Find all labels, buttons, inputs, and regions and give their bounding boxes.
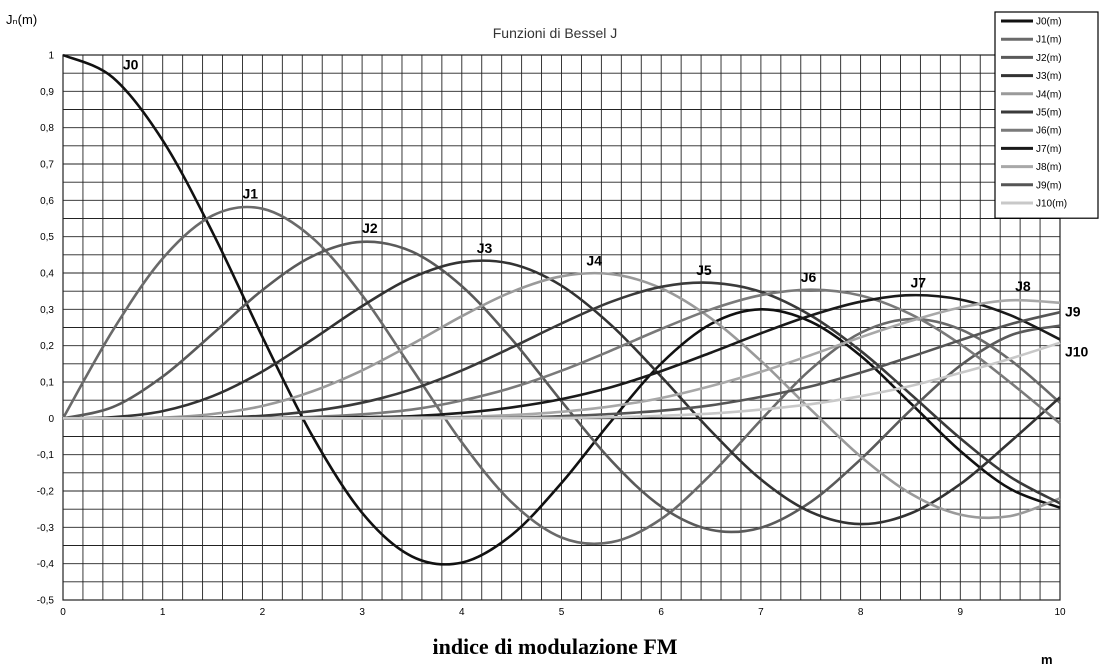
series-line-j4 <box>62 271 1061 520</box>
legend-entry: J5(m) <box>1036 108 1062 119</box>
legend-entry: J2(m) <box>1036 53 1062 64</box>
y-tick-label: 0,5 <box>40 232 54 243</box>
y-tick-label: -0,2 <box>37 487 55 498</box>
legend-entry: J9(m) <box>1036 180 1062 191</box>
x-tick-label: 10 <box>1054 607 1066 618</box>
x-tick-label: 7 <box>758 607 764 618</box>
series-line-j10 <box>63 341 1061 420</box>
legend-entry: J1(m) <box>1036 35 1062 46</box>
y-tick-label: 0,4 <box>40 269 54 280</box>
legend-entry: J8(m) <box>1036 162 1062 173</box>
curve-label: J2 <box>362 220 378 236</box>
curve-label: J0 <box>123 57 139 73</box>
y-tick-label: 0,1 <box>40 378 54 389</box>
x-tick-label: 3 <box>359 607 365 618</box>
y-tick-label: -0,5 <box>37 596 55 607</box>
curve-label: J5 <box>696 262 712 278</box>
curve-label: J10 <box>1065 344 1089 360</box>
y-tick-label: 1 <box>48 51 54 62</box>
chart-title: Funzioni di Bessel J <box>493 25 618 41</box>
series-line-j0 <box>62 53 1061 566</box>
y-tick-label: -0,4 <box>37 559 55 570</box>
chart-tick-labels: 0 1 2 3 4 5 6 7 8 9 10 -0,5 -0,4 -0,3 -0,2 -0,1 0 0,1 0,2 0… <box>37 51 1066 619</box>
y-tick-label: -0,1 <box>37 450 55 461</box>
legend-entry: J10(m) <box>1036 199 1067 210</box>
series-line-j3 <box>62 259 1061 526</box>
x-tick-label: 8 <box>858 607 864 618</box>
legend-entry: J7(m) <box>1036 144 1062 155</box>
series-line-j2 <box>62 240 1061 534</box>
x-tick-label: 1 <box>160 607 166 618</box>
curve-label: J6 <box>801 269 817 285</box>
x-tick-label: 5 <box>559 607 565 618</box>
chart-series-lines <box>61 53 1061 566</box>
legend-entry: J0(m) <box>1036 17 1062 28</box>
legend-entry: J3(m) <box>1036 71 1062 82</box>
curve-label: J8 <box>1015 278 1031 294</box>
x-tick-label: 6 <box>658 607 664 618</box>
y-tick-label: 0 <box>48 414 54 425</box>
curve-label: J4 <box>586 253 602 269</box>
chart-legend: J0(m) J1(m) J2(m) J3(m) J4(m) J5(m) J6(m) J7(m)… <box>994 11 1099 219</box>
y-tick-label: 0,7 <box>40 160 54 171</box>
x-tick-label: 2 <box>260 607 266 618</box>
y-tick-label: 0,2 <box>40 341 54 352</box>
y-tick-label: 0,3 <box>40 305 54 316</box>
x-tick-label: 9 <box>958 607 964 618</box>
chart-grid <box>62 54 1061 601</box>
legend-entry: J4(m) <box>1036 89 1062 100</box>
y-tick-label: 0,8 <box>40 123 54 134</box>
curve-label: J9 <box>1065 304 1081 320</box>
series-line-j1 <box>61 205 1061 546</box>
chart-annotations: J0 J1 J2 J3 J4 J5 J6 J7 J8 J9 J10 <box>123 57 1089 360</box>
curve-label: J7 <box>910 275 926 291</box>
y-tick-label: 0,6 <box>40 196 54 207</box>
curve-label: J1 <box>242 186 258 202</box>
y-axis-label: Jₙ(m) <box>6 12 37 27</box>
y-tick-label: -0,3 <box>37 523 55 534</box>
curve-label: J3 <box>477 240 493 256</box>
x-tick-label: 4 <box>459 607 465 618</box>
legend-entry: J6(m) <box>1036 126 1062 137</box>
x-axis-label: indice di modulazione FM <box>432 634 677 659</box>
y-tick-label: 0,9 <box>40 87 54 98</box>
x-tick-label: 0 <box>60 607 66 618</box>
x-axis-unit: m <box>1041 652 1053 667</box>
